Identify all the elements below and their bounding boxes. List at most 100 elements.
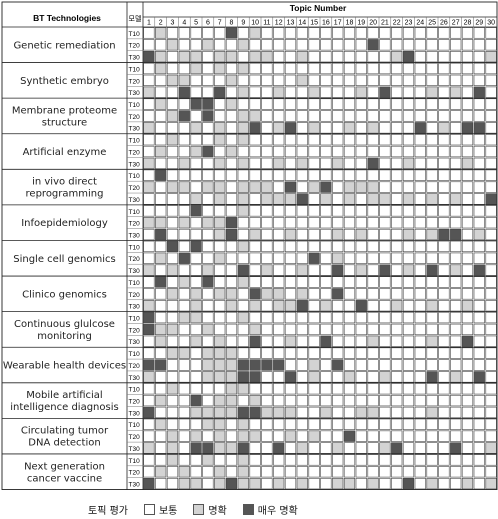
cell — [178, 122, 190, 134]
cell — [379, 74, 391, 87]
cell — [379, 300, 391, 312]
cell — [367, 300, 379, 312]
cell — [237, 228, 249, 241]
cell — [426, 228, 438, 241]
cell — [249, 466, 261, 478]
cell — [450, 466, 462, 478]
cell — [237, 51, 249, 63]
cell — [473, 145, 485, 158]
cell — [273, 51, 285, 63]
cell — [214, 383, 226, 395]
topic-label-9: 9 — [241, 20, 245, 27]
cell — [296, 27, 308, 39]
cell — [414, 217, 426, 229]
cell — [155, 466, 167, 478]
cell — [284, 311, 297, 324]
cell — [402, 122, 415, 134]
cell — [178, 359, 190, 371]
cell — [261, 110, 273, 122]
model-label: T10 — [129, 244, 141, 251]
cell — [450, 134, 462, 146]
cell — [450, 383, 462, 395]
cell — [461, 62, 474, 75]
tech-label-line: Circulating tumor — [21, 426, 109, 437]
cell — [343, 252, 356, 264]
cell — [261, 477, 273, 490]
cell — [426, 371, 438, 383]
tech-label-line: in vivo direct — [32, 177, 97, 188]
cell — [461, 181, 474, 193]
cell — [273, 418, 285, 430]
cell — [143, 110, 155, 122]
cell — [473, 264, 485, 276]
cell — [308, 205, 320, 217]
cell — [379, 122, 391, 134]
tech-label: Synthetic embryo — [20, 76, 109, 87]
cell — [225, 359, 238, 371]
cell — [473, 62, 485, 75]
cell — [461, 145, 474, 158]
cell — [426, 335, 438, 347]
cell — [225, 62, 238, 75]
cell — [178, 276, 190, 288]
cell — [391, 383, 403, 395]
model-label: T30 — [129, 446, 141, 453]
model-column-header: 모델 — [129, 15, 142, 23]
cell — [332, 430, 344, 442]
cell — [143, 39, 155, 51]
cell — [450, 157, 462, 170]
cell — [414, 442, 426, 454]
cell — [284, 145, 297, 158]
cell — [296, 383, 308, 395]
model-label: T20 — [129, 292, 141, 299]
cell — [473, 252, 485, 264]
topic-label-28: 28 — [464, 20, 472, 27]
model-label: T10 — [129, 66, 141, 73]
cell — [214, 288, 226, 300]
cell — [284, 288, 297, 300]
cell — [308, 323, 320, 336]
cell — [485, 27, 497, 39]
cell — [450, 252, 462, 264]
cell — [367, 347, 379, 359]
cell — [249, 110, 261, 122]
cell — [402, 157, 415, 170]
cell — [367, 27, 379, 39]
cell — [379, 98, 391, 110]
cell — [166, 205, 179, 217]
cell — [249, 347, 261, 359]
cell — [143, 418, 155, 430]
cell — [284, 181, 297, 193]
cell — [426, 359, 438, 371]
cell — [343, 323, 356, 336]
cell — [485, 145, 497, 158]
cell — [438, 193, 450, 205]
cell — [379, 288, 391, 300]
cell — [202, 169, 214, 181]
cell — [166, 27, 179, 39]
cell — [379, 394, 391, 407]
cell — [402, 371, 415, 383]
cell — [214, 51, 226, 63]
cell — [237, 394, 249, 407]
cell — [237, 157, 249, 170]
cell — [320, 288, 332, 300]
model-label: T30 — [129, 126, 141, 133]
cell — [402, 240, 415, 253]
cell — [473, 193, 485, 205]
cell — [332, 181, 344, 193]
cell — [355, 181, 367, 193]
cell — [202, 39, 214, 51]
cell — [367, 217, 379, 229]
cell — [237, 240, 249, 253]
cell — [343, 311, 356, 324]
cell — [332, 454, 344, 466]
cell — [461, 335, 474, 347]
cell — [273, 347, 285, 359]
cell — [332, 418, 344, 430]
cell — [402, 394, 415, 407]
legend-swatch-very-clear — [242, 503, 254, 515]
cell — [155, 371, 167, 383]
cell — [284, 27, 297, 39]
cell — [391, 122, 403, 134]
